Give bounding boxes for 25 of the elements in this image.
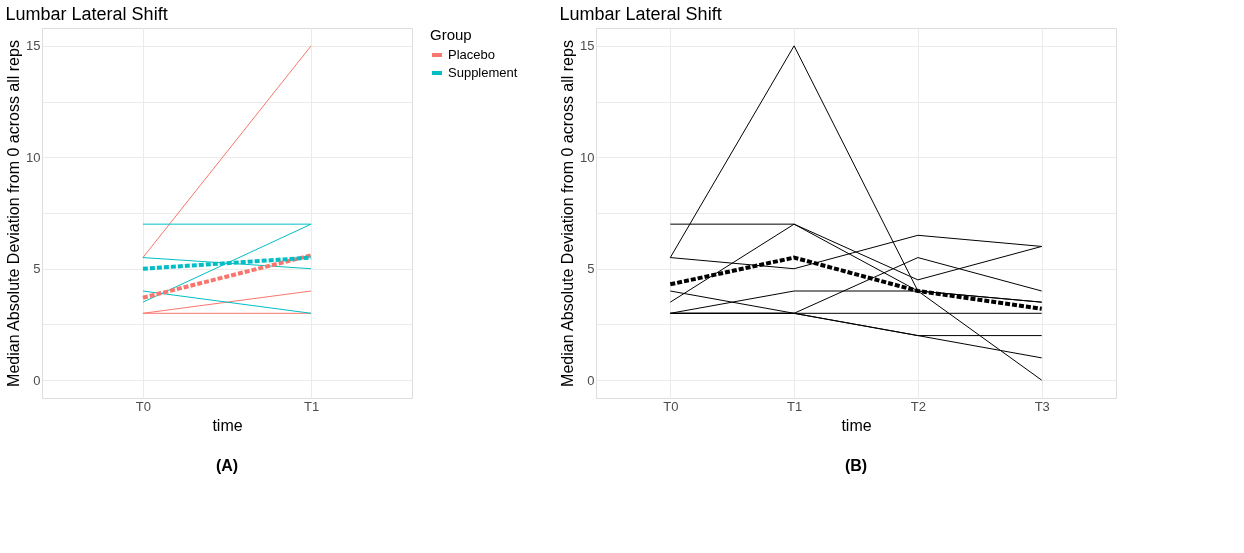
x-tick-label: T1 [787,398,803,414]
legend-label: Placebo [448,47,495,62]
y-tick-label: 10 [26,149,41,165]
x-tick-label: T2 [910,398,926,414]
y-tick-label: 5 [587,261,595,277]
x-tick-label: T1 [304,398,320,414]
y-axis-title: Median Absolute Deviation from 0 across all reps [5,40,23,387]
text: (B) [844,457,868,474]
y-tick-label: 15 [580,38,595,54]
y-tick-label: 0 [587,372,595,388]
legend-title: Group [430,26,472,43]
x-axis-title: time [212,416,243,434]
x-axis-title: time [841,416,872,434]
y-tick-label: 10 [580,149,595,165]
chart-title: Lumbar Lateral Shift [5,4,168,24]
y-tick-label: 15 [26,38,41,54]
text: (A) [215,457,239,474]
x-tick-label: T0 [135,398,151,414]
y-axis-title: Median Absolute Deviation from 0 across all reps [559,40,577,387]
chart-title: Lumbar Lateral Shift [559,4,722,24]
legend-label: Supplement [448,65,518,80]
y-tick-label: 5 [33,261,41,277]
x-tick-label: T0 [663,398,679,414]
y-tick-label: 0 [33,372,41,388]
x-tick-label: T3 [1034,398,1050,414]
